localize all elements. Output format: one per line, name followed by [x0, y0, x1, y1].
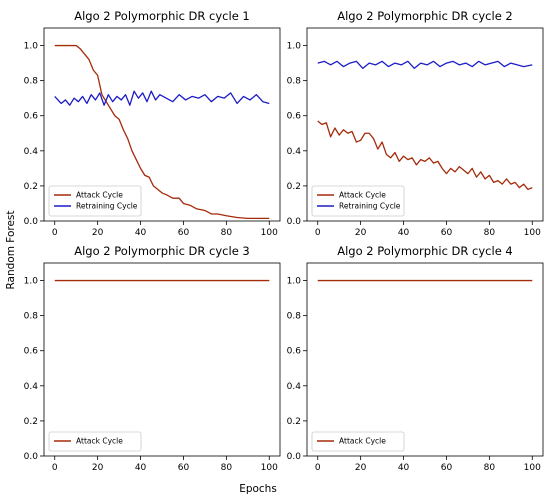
figure-ylabel: Random Forest — [5, 210, 17, 289]
y-tick-label: 0.2 — [287, 182, 301, 192]
axes-frame — [306, 262, 544, 457]
legend: Attack Cycle Retraining Cycle — [48, 185, 142, 217]
y-tick-label: 0.2 — [24, 417, 38, 427]
subplot-2: Algo 2 Polymorphic DR cycle 2 0 20 40 60 80 10… — [287, 9, 544, 238]
legend-entry: Attack Cycle — [76, 191, 123, 200]
y-tick-label: 0.4 — [24, 382, 39, 392]
x-tick-label: 0 — [52, 228, 58, 238]
legend-box — [48, 185, 142, 217]
series-line-retraining-cycle — [54, 90, 270, 106]
x-tick-label: 60 — [441, 228, 453, 238]
subplot-1: Algo 2 Polymorphic DR cycle 1 0 20 40 60 80 10… — [24, 9, 281, 238]
figure-xlabel: Epochs — [239, 483, 277, 495]
subplot-4: Algo 2 Polymorphic DR cycle 4 0 20 40 60 80 10… — [287, 244, 544, 473]
y-tick-label: 0.4 — [287, 382, 302, 392]
x-tick-label: 20 — [355, 463, 367, 473]
y-tick-label: 0.0 — [24, 452, 39, 462]
x-tick-label: 60 — [178, 228, 190, 238]
subplot-title: Algo 2 Polymorphic DR cycle 3 — [74, 244, 250, 258]
y-tick-label: 0.8 — [287, 77, 302, 87]
x-tick-label: 100 — [261, 463, 278, 473]
legend-entry: Attack Cycle — [76, 437, 123, 446]
x-tick-label: 60 — [178, 463, 190, 473]
x-tick-label: 80 — [484, 228, 496, 238]
x-tick-label: 80 — [221, 228, 233, 238]
y-tick-label: 1.0 — [24, 42, 39, 52]
x-tick-label: 20 — [355, 228, 367, 238]
y-tick-label: 1.0 — [24, 277, 39, 287]
legend: Attack Cycle Retraining Cycle — [311, 185, 405, 217]
y-tick-label: 0.0 — [287, 217, 302, 227]
subplot-title: Algo 2 Polymorphic DR cycle 4 — [337, 244, 513, 258]
y-tick-label: 0.6 — [287, 347, 302, 357]
y-tick-label: 1.0 — [287, 42, 302, 52]
y-tick-label: 0.6 — [287, 112, 302, 122]
y-tick-label: 0.8 — [24, 312, 39, 322]
x-tick-label: 20 — [92, 463, 104, 473]
y-tick-label: 1.0 — [287, 277, 302, 287]
x-tick-label: 20 — [92, 228, 104, 238]
axes-frame — [43, 27, 281, 222]
x-tick-label: 40 — [398, 463, 410, 473]
legend-entry: Attack Cycle — [339, 191, 386, 200]
subplot-grid: Algo 2 Polymorphic DR cycle 1 0 20 40 60 80 10… — [24, 9, 544, 473]
x-tick-label: 0 — [52, 463, 58, 473]
legend-entry: Retraining Cycle — [76, 202, 138, 211]
x-tick-label: 0 — [315, 228, 321, 238]
axes-frame — [43, 262, 281, 457]
y-tick-label: 0.6 — [24, 112, 39, 122]
y-tick-label: 0.4 — [24, 147, 39, 157]
x-tick-label: 100 — [261, 228, 278, 238]
x-tick-label: 100 — [524, 228, 541, 238]
subplot-title: Algo 2 Polymorphic DR cycle 2 — [337, 9, 513, 23]
x-tick-label: 60 — [441, 463, 453, 473]
subplot-title: Algo 2 Polymorphic DR cycle 1 — [74, 9, 250, 23]
legend-entry: Attack Cycle — [339, 437, 386, 446]
subplot-3: Algo 2 Polymorphic DR cycle 3 0 20 40 60 80 10… — [24, 244, 281, 473]
legend-box — [311, 431, 405, 452]
y-tick-label: 0.8 — [287, 312, 302, 322]
x-tick-label: 0 — [315, 463, 321, 473]
y-tick-label: 0.0 — [287, 452, 302, 462]
y-tick-label: 0.4 — [287, 147, 302, 157]
legend-box — [48, 431, 142, 452]
series-line-retraining-cycle — [317, 60, 533, 69]
x-tick-label: 80 — [221, 463, 233, 473]
legend-box — [311, 185, 405, 217]
y-tick-label: 0.2 — [24, 182, 38, 192]
legend: Attack Cycle — [48, 431, 142, 452]
series-line-attack-cycle — [317, 120, 533, 191]
legend: Attack Cycle — [311, 431, 405, 452]
y-tick-label: 0.2 — [287, 417, 301, 427]
axes-frame — [306, 27, 544, 222]
y-tick-label: 0.8 — [24, 77, 39, 87]
y-tick-label: 0.6 — [24, 347, 39, 357]
y-tick-label: 0.0 — [24, 217, 39, 227]
x-tick-label: 100 — [524, 463, 541, 473]
legend-entry: Retraining Cycle — [339, 202, 401, 211]
x-tick-label: 40 — [398, 228, 410, 238]
x-tick-label: 40 — [135, 228, 147, 238]
series-line-attack-cycle — [54, 44, 270, 220]
x-tick-label: 40 — [135, 463, 147, 473]
x-tick-label: 80 — [484, 463, 496, 473]
